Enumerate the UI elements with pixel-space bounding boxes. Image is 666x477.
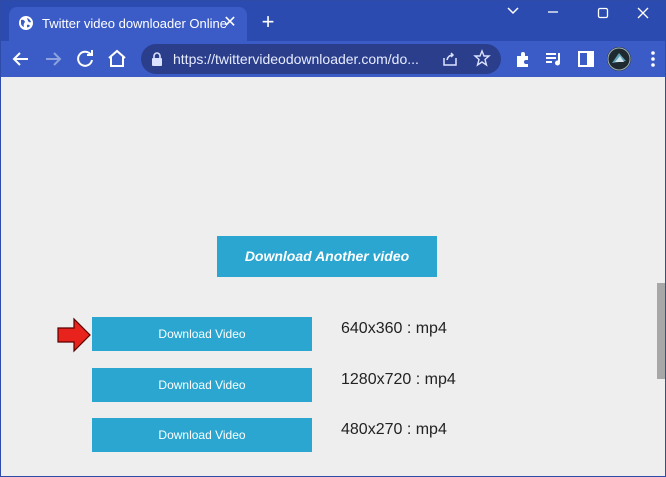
address-bar[interactable]: https://twittervideodownloader.com/do... — [141, 44, 501, 74]
new-tab-button[interactable]: + — [261, 9, 275, 34]
extensions-icon[interactable] — [513, 49, 533, 69]
download-another-video-button[interactable]: Download Another video — [217, 236, 437, 277]
title-bar: Twitter video downloader Online ✕ + — [1, 1, 665, 41]
scrollbar-thumb[interactable] — [657, 283, 665, 379]
download-video-button-480x270[interactable]: Download Video — [92, 418, 312, 452]
close-window-icon[interactable] — [623, 3, 663, 23]
resolution-label-480x270: 480x270 : mp4 — [341, 421, 447, 438]
tab-title: Twitter video downloader Online — [42, 16, 227, 31]
resolution-label-1280x720: 1280x720 : mp4 — [341, 371, 456, 388]
download-video-button-1280x720[interactable]: Download Video — [92, 368, 312, 402]
media-control-icon[interactable] — [544, 49, 564, 69]
home-icon[interactable] — [105, 47, 129, 71]
red-arrow-icon — [57, 317, 91, 353]
star-icon[interactable] — [473, 49, 491, 67]
lock-icon[interactable] — [151, 52, 163, 66]
tab-search-icon[interactable] — [493, 3, 533, 23]
url-text[interactable]: https://twittervideodownloader.com/do... — [173, 51, 419, 67]
forward-icon[interactable] — [41, 47, 65, 71]
browser-tab[interactable]: Twitter video downloader Online ✕ — [9, 7, 247, 41]
tab-close-icon[interactable]: ✕ — [223, 14, 237, 31]
avatar[interactable] — [607, 47, 631, 71]
back-icon[interactable] — [9, 47, 33, 71]
side-panel-icon[interactable] — [576, 49, 596, 69]
minimize-icon[interactable] — [533, 3, 573, 23]
maximize-icon[interactable] — [583, 3, 623, 23]
download-video-button-640x360[interactable]: Download Video — [92, 317, 312, 351]
page-content: Download Another video Download Video 64… — [1, 77, 665, 476]
globe-icon — [19, 16, 33, 30]
menu-icon[interactable] — [647, 49, 659, 69]
browser-toolbar: https://twittervideodownloader.com/do... — [1, 41, 665, 77]
resolution-label-640x360: 640x360 : mp4 — [341, 320, 447, 337]
share-icon[interactable] — [441, 50, 459, 68]
reload-icon[interactable] — [73, 47, 97, 71]
